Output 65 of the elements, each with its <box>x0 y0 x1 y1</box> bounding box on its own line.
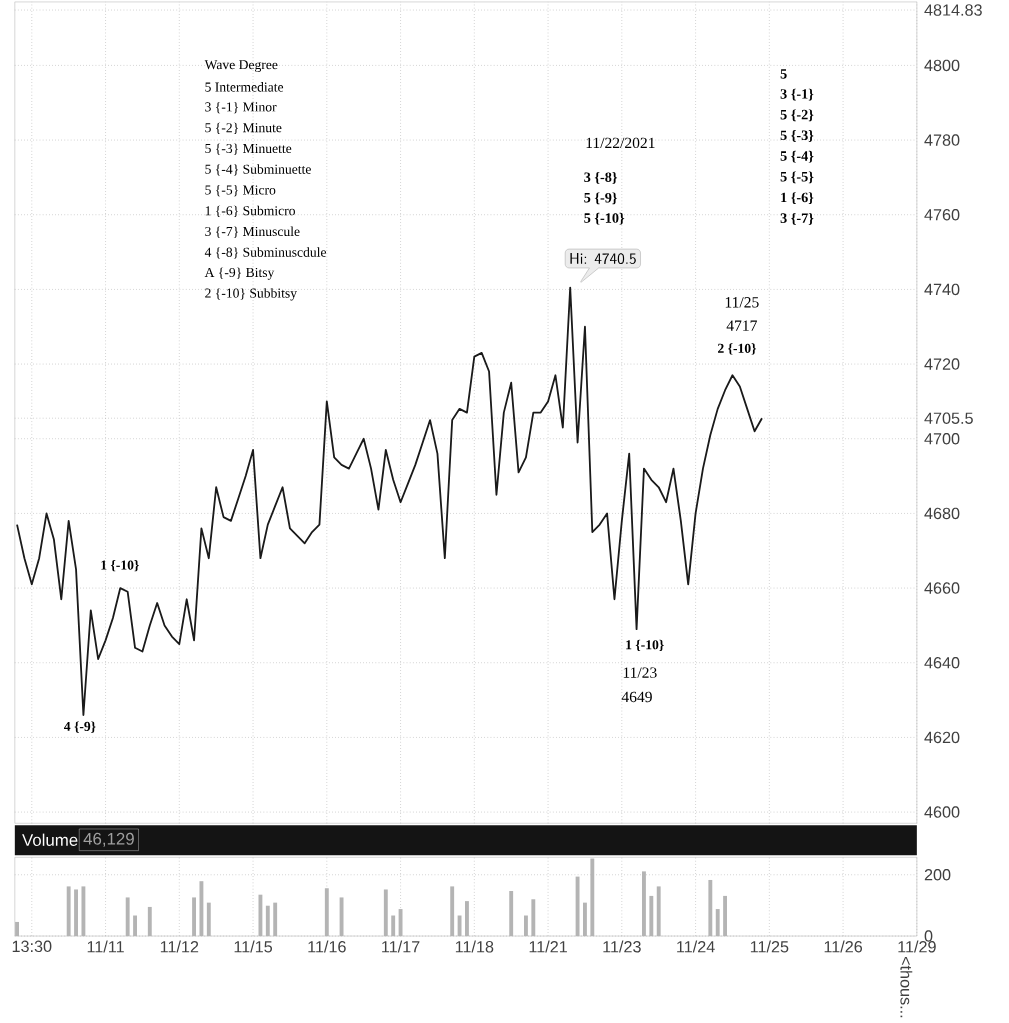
annotation: 11/22/2021 <box>586 137 655 149</box>
x-tick-label: 11/16 <box>308 940 346 953</box>
x-tick-label: 11/25 <box>750 940 789 953</box>
y-tick-label: 200 <box>924 869 951 881</box>
y-tick-label: 4600 <box>924 806 960 818</box>
annotation: A {-9} Bitsy <box>204 267 275 280</box>
annotation: 3 {-1} Minor <box>205 101 277 114</box>
text: 46,129 <box>83 832 134 847</box>
annotation: 2 {-10} <box>717 343 756 355</box>
annotation: 5 {-10} <box>584 212 625 225</box>
annotation: 2 {-10} Subbitsy <box>205 288 297 301</box>
annotation: Wave Degree <box>204 60 278 72</box>
y-tick-label: 4780 <box>924 134 960 146</box>
y-tick-label: 4640 <box>924 657 960 669</box>
annotation: 5 {-9} <box>584 192 617 205</box>
annotation: 5 {-3} Minuette <box>205 143 292 155</box>
y-axis-title: <thous... <box>900 956 913 1018</box>
x-tick-label: 11/23 <box>603 940 641 953</box>
annotation: 1 {-10} <box>626 639 664 652</box>
annotation: 3 {-7} Minuscule <box>205 226 300 238</box>
annotation: 5 {-5} Micro <box>205 184 276 197</box>
annotation: 3 {-1} <box>780 88 814 101</box>
y-tick-label: 4800 <box>924 59 960 72</box>
annotation: 11/23 <box>623 667 657 678</box>
x-tick-label: 11/12 <box>160 940 199 953</box>
annotation: 3 {-7} <box>780 212 814 225</box>
annotation: 5 {-2} Minute <box>205 122 282 134</box>
annotation: 3 {-8} <box>584 171 617 184</box>
y-tick-label: 4660 <box>924 582 960 594</box>
y-tick-label: 4705.5 <box>924 412 973 424</box>
annotation: 5 {-3} <box>780 130 814 142</box>
x-tick-label: 11/11 <box>87 940 124 953</box>
y-tick-label: 4620 <box>924 731 960 744</box>
y-tick-label: 4740 <box>924 283 960 296</box>
y-tick-label: 4680 <box>924 507 960 520</box>
x-tick-label: 11/17 <box>382 940 420 953</box>
annotation: 11/25 <box>725 297 759 308</box>
annotation: 5 {-5} <box>780 171 814 184</box>
x-tick-label: 11/15 <box>234 940 272 953</box>
annotation: 4649 <box>621 691 652 703</box>
annotation: 5 <box>780 69 787 79</box>
x-tick-label: 13:30 <box>12 940 52 953</box>
line-series <box>16 286 763 716</box>
x-tick-label: 11/29 <box>898 940 936 953</box>
y-tick-label: 4700 <box>924 433 960 445</box>
annotation: 5 {-2} <box>780 109 814 122</box>
annotation: 4 {-8} Subminuscdule <box>204 247 326 259</box>
annotation: 5 {-4} <box>780 150 814 163</box>
annotation: 1 {-6} <box>781 192 814 204</box>
annotation: Hi: 4740.5 <box>570 252 636 265</box>
chart-title: Volume <box>22 833 78 846</box>
x-tick-label: 11/26 <box>824 940 862 953</box>
y-tick-label: 4814.83 <box>924 4 982 16</box>
y-tick-label: 4720 <box>924 358 960 370</box>
annotation: 5 {-4} Subminuette <box>205 164 311 176</box>
annotation: 4717 <box>726 320 757 331</box>
annotation: 1 {-10} <box>101 560 139 572</box>
annotation: 5 Intermediate <box>205 82 284 92</box>
x-tick-label: 11/21 <box>529 940 567 953</box>
y-tick-label: 0 <box>924 930 933 942</box>
annotation: 1 {-6} Submicro <box>205 205 295 218</box>
x-tick-label: 11/24 <box>677 940 715 953</box>
x-tick-label: 11/18 <box>455 940 494 953</box>
annotation: 4 {-9} <box>63 721 96 733</box>
y-tick-label: 4760 <box>924 209 960 221</box>
